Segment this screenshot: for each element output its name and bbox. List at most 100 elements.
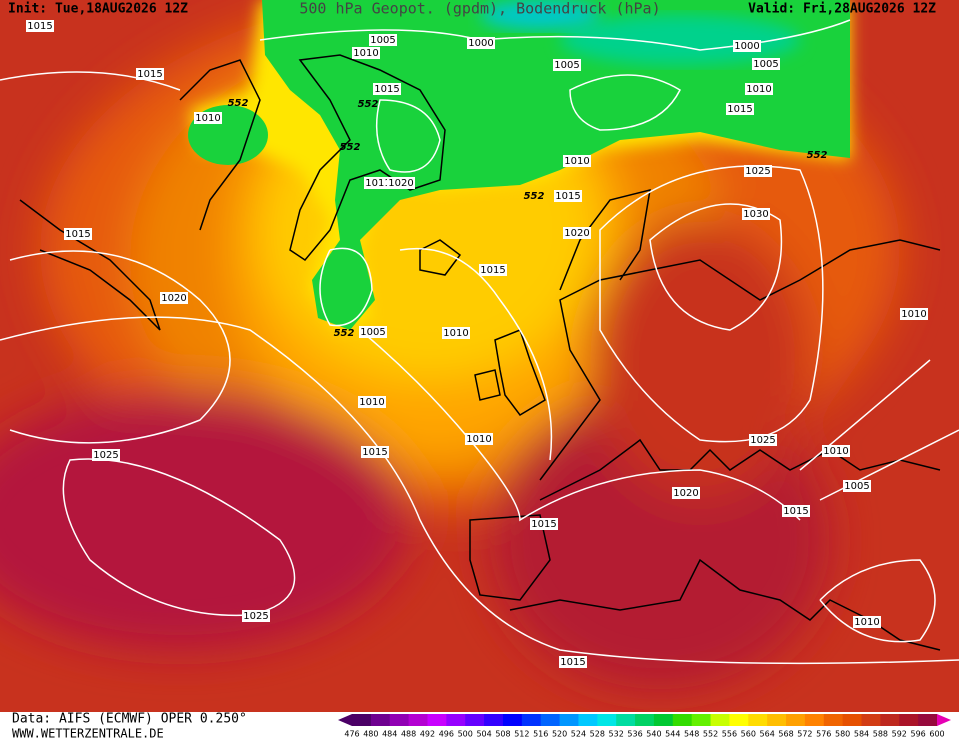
isobar-label: 1025 — [745, 166, 770, 177]
isobar-label-bg — [373, 83, 401, 95]
colorbar-swatch — [427, 714, 447, 726]
isobar-label: 1015 — [727, 104, 752, 115]
colorbar-swatch — [729, 714, 749, 726]
colorbar-swatch — [691, 714, 712, 726]
colorbar-swatch — [352, 714, 372, 726]
colorbar-swatch — [446, 714, 466, 726]
isobar-label: 1015 — [555, 191, 580, 202]
isobar-label-bg — [745, 83, 773, 95]
colorbar-tick-label: 480 — [363, 730, 378, 739]
colorbar-swatch — [710, 714, 730, 726]
colorbar-swatch — [540, 714, 561, 726]
isobar-label-bg — [563, 227, 591, 239]
colorbar-tick-label: 544 — [665, 730, 680, 739]
colorbar-swatch — [880, 714, 900, 726]
colorbar-end — [937, 714, 951, 726]
colorbar-tick-label: 552 — [703, 730, 718, 739]
colorbar-tick-label: 556 — [722, 730, 737, 739]
isobar-label-bg — [136, 68, 164, 80]
colorbar-swatch — [748, 714, 768, 726]
isobar-label-bg — [672, 487, 700, 499]
isobar-label: 1015 — [362, 447, 387, 458]
colorbar-swatch — [465, 714, 485, 726]
colorbar-tick-label: 488 — [401, 730, 416, 739]
isobar-label-bg — [733, 40, 761, 52]
colorbar-swatch — [484, 714, 504, 726]
isobar-label: 1015 — [137, 69, 162, 80]
height-label: 552 — [340, 142, 361, 153]
colorbar-swatch — [370, 714, 391, 726]
isobar-label-bg — [194, 112, 222, 124]
colorbar-tick-label: 568 — [778, 730, 793, 739]
height-label: 552 — [524, 191, 545, 202]
colorbar-tick-label: 572 — [797, 730, 812, 739]
colorbar-tick-label: 496 — [439, 730, 454, 739]
isobar-label: 1020 — [161, 293, 186, 304]
colorbar-swatch — [578, 714, 598, 726]
colorbar-tick-label: 532 — [609, 730, 624, 739]
isobar-label: 1010 — [854, 617, 879, 628]
isobar-label: 1015 — [531, 519, 556, 530]
isobar-label-bg — [361, 446, 389, 458]
init-time: Init: Tue,18AUG2026 12Z — [8, 2, 188, 17]
height-label: 552 — [358, 99, 379, 110]
isobar-label: 1010 — [746, 84, 771, 95]
isobar-label: 1015 — [374, 84, 399, 95]
isobar-label: 1000 — [734, 41, 759, 52]
isobar-label-bg — [742, 208, 770, 220]
data-source: Data: AIFS (ECMWF) OPER 0.250° — [12, 712, 247, 727]
isobar-labels: 1015 1005 1010 1000 1005 1000 1005 1015 1010 1015… — [26, 20, 928, 668]
colorbar-swatch — [899, 714, 919, 726]
isobar-label: 1020 — [564, 228, 589, 239]
colorbar-tick-label: 596 — [910, 730, 925, 739]
isobar-label-bg — [364, 177, 392, 189]
website: WWW.WETTERZENTRALE.DE — [12, 727, 164, 741]
isobar-label-bg — [479, 264, 507, 276]
colorbar-swatch — [635, 714, 655, 726]
isobar-label: 1005 — [360, 327, 385, 338]
isobar-label-bg — [242, 610, 270, 622]
isobar-label: 1015 — [480, 265, 505, 276]
isobar-label-bg — [843, 480, 871, 492]
isobar-label-bg — [752, 58, 780, 70]
isobar-label: 1005 — [370, 35, 395, 46]
height-label: 552 — [228, 98, 249, 109]
height-labels: 552 552 552 552 552 552 — [228, 98, 828, 339]
isobar-label: 1015 — [783, 506, 808, 517]
isobar-label-bg — [853, 616, 881, 628]
colorbar-tick-label: 500 — [458, 730, 473, 739]
colorbar-tick-label: 540 — [646, 730, 661, 739]
isobar-label: 1015 — [65, 229, 90, 240]
height-label: 552 — [334, 328, 355, 339]
isobar-label-bg — [358, 396, 386, 408]
field: 1015 1005 1010 1000 1005 1000 1005 1015 1010 1015… — [0, 0, 959, 712]
colorbar-swatch — [389, 714, 410, 726]
colorbar-swatch — [502, 714, 523, 726]
colorbar-swatch — [861, 714, 881, 726]
colorbar-tick-label: 548 — [684, 730, 699, 739]
isobar-label-bg — [782, 505, 810, 517]
colorbar-swatch — [521, 714, 542, 726]
isobar-label-bg — [359, 326, 387, 338]
isobar-label-bg — [726, 103, 754, 115]
colorbar-tick-label: 508 — [495, 730, 510, 739]
colorbar-tick-label: 580 — [835, 730, 850, 739]
colorbar-tick-label: 600 — [929, 730, 944, 739]
colorbar-swatch — [653, 714, 674, 726]
isobar-label: 1011 — [365, 178, 390, 189]
isobar-label-bg — [553, 59, 581, 71]
isobar-label: 1010 — [353, 48, 378, 59]
colorbar-tick-label: 476 — [344, 730, 359, 739]
isobar-label: 1025 — [93, 450, 118, 461]
colorbar-tick-label: 588 — [873, 730, 888, 739]
isobar-label: 1010 — [901, 309, 926, 320]
isobar-label-bg — [26, 20, 54, 32]
isobar-label: 1025 — [243, 611, 268, 622]
colorbar-swatch — [918, 714, 938, 726]
colorbar-tick-label: 564 — [760, 730, 775, 739]
isobar-label-bg — [530, 518, 558, 530]
colorbar-swatch — [672, 714, 693, 726]
isobar-label: 1025 — [750, 435, 775, 446]
